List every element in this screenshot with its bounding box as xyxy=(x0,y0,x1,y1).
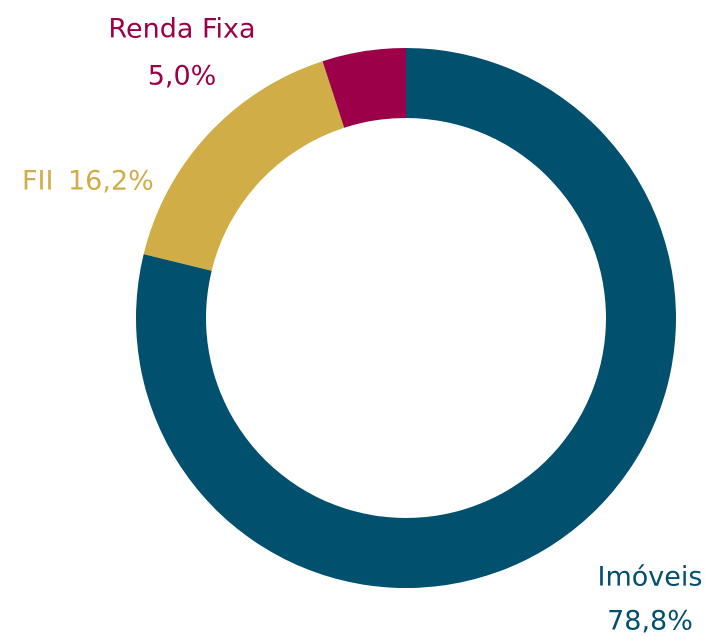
value-label: 78,8% xyxy=(607,606,693,637)
value-label: 5,0% xyxy=(148,61,217,92)
donut-segment xyxy=(143,61,345,271)
category-label: FII xyxy=(22,166,53,197)
value-label: 16,2% xyxy=(68,166,154,197)
category-label: Renda Fixa xyxy=(108,14,255,45)
category-label: Imóveis xyxy=(598,562,703,593)
donut-segment xyxy=(322,48,406,128)
